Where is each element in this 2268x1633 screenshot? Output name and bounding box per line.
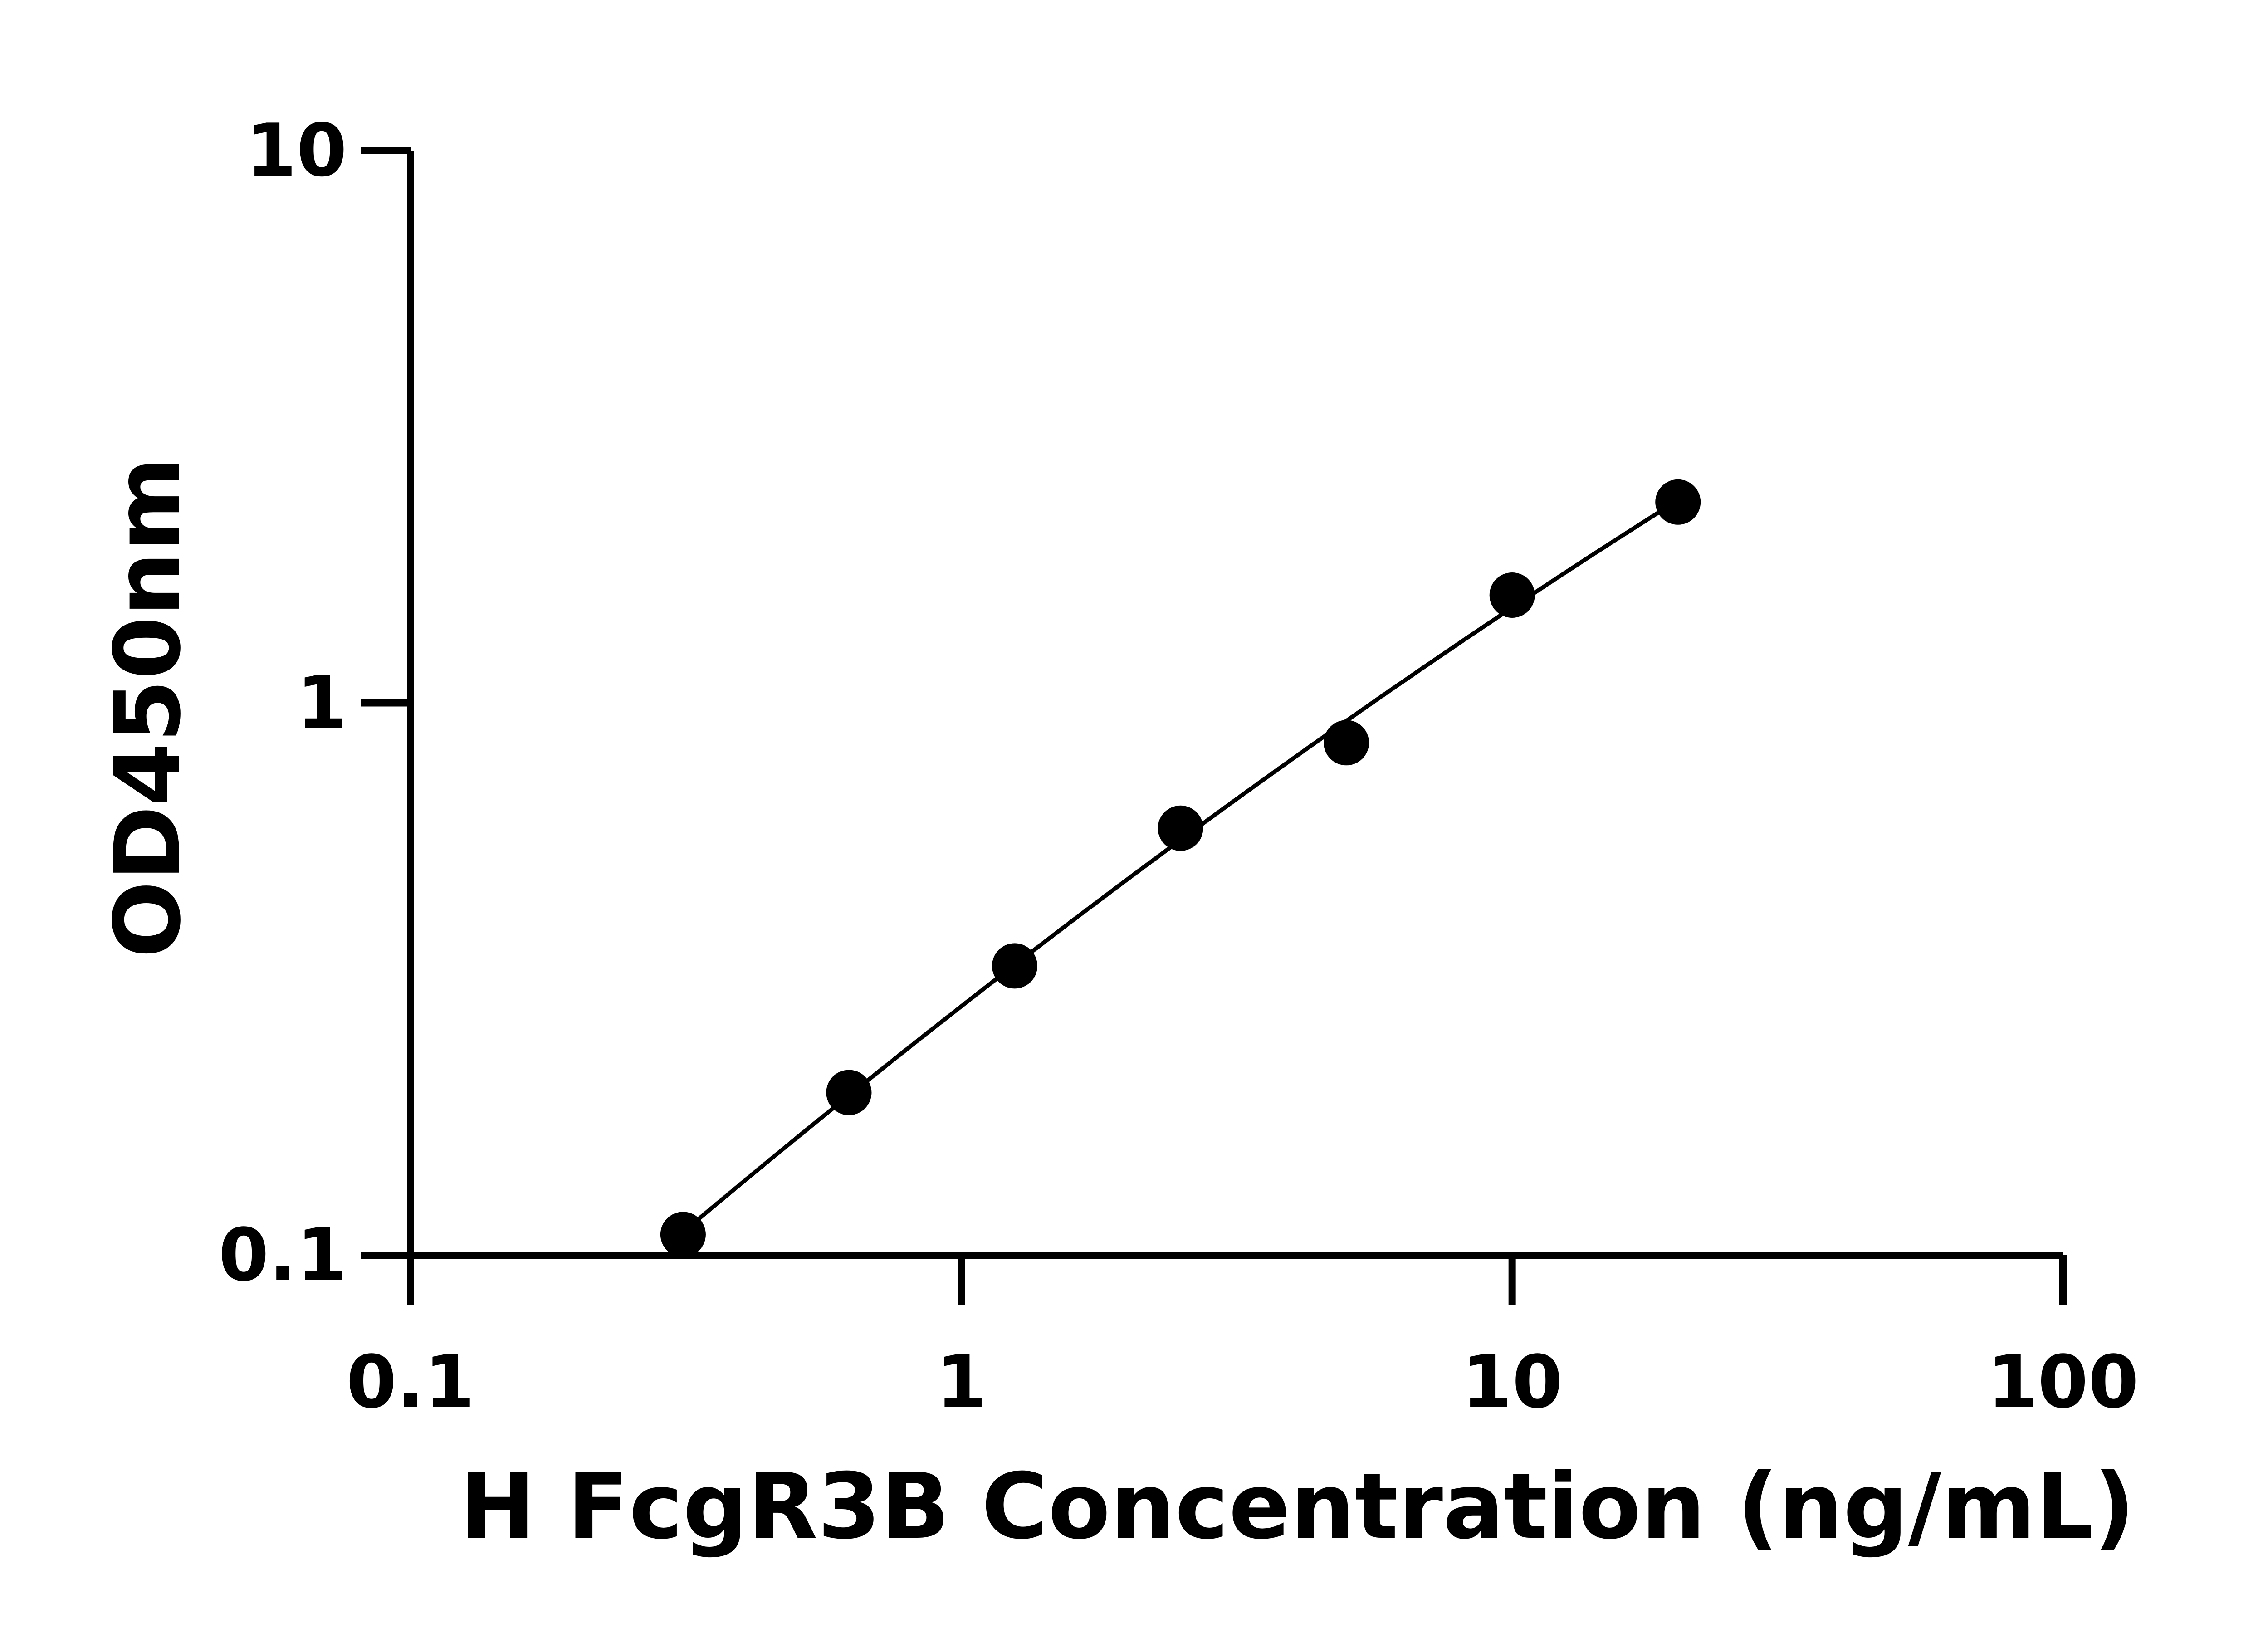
- x-tick-label: 100: [1987, 1340, 2139, 1424]
- data-point: [660, 1212, 706, 1257]
- x-tick-label: 10: [1461, 1340, 1563, 1424]
- x-tick-label: 1: [936, 1340, 987, 1424]
- y-tick-label: 1: [297, 660, 347, 745]
- y-axis-label: OD450nm: [95, 457, 201, 958]
- y-tick-label: 10: [246, 108, 347, 193]
- data-point: [1489, 572, 1535, 618]
- ticks: 0.1 1 10 100 0.1 1 10: [219, 108, 2139, 1424]
- x-axis-label: H FcgR3B Concentration (ng/mL): [459, 1454, 2135, 1560]
- data-point: [1324, 720, 1369, 766]
- y-tick-label: 0.1: [219, 1213, 347, 1297]
- data-point: [826, 1070, 872, 1115]
- data-points: [660, 479, 1701, 1257]
- axes: [407, 151, 2063, 1259]
- data-point: [1655, 479, 1701, 525]
- x-tick-label: 0.1: [346, 1340, 474, 1424]
- data-point: [992, 943, 1038, 989]
- data-point: [1158, 805, 1203, 851]
